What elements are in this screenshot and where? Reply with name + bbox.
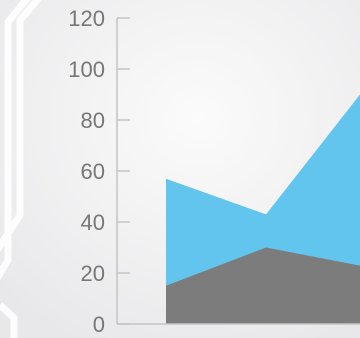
series-areas — [166, 94, 360, 324]
y-tick-label: 40 — [81, 210, 105, 235]
y-tick-label: 20 — [81, 261, 105, 286]
y-tick-label: 0 — [93, 312, 105, 337]
y-tick-label: 80 — [81, 108, 105, 133]
y-tick-label: 120 — [68, 6, 105, 31]
background-decoration — [0, 0, 42, 338]
series-2-area — [166, 247, 360, 324]
y-tick-label: 60 — [81, 159, 105, 184]
y-tick-label: 100 — [68, 57, 105, 82]
axes: 0 20 40 60 80 100 120 — [68, 6, 360, 337]
